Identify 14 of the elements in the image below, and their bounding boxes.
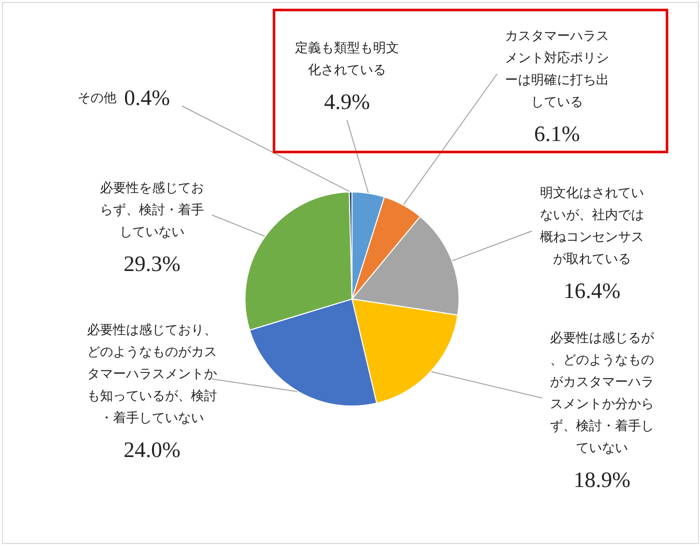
slice-label: 必要性は感じており、どのようなものがカスタマーハラスメントかも知っているが、検討・着手していない [87,323,217,426]
data-label: 0.4% [124,85,170,110]
slice-label: 定義も類型も明文化されている [295,41,399,78]
data-label: 6.1% [534,121,580,146]
slice-label: カスタマーハラスメント対応ポリシーは明確に打ち出している [505,29,609,110]
data-label: 16.4% [564,278,620,303]
data-label: 29.3% [124,251,180,276]
slice-label: 必要性を感じておらず、検討・着手していない [100,181,204,240]
data-label: 18.9% [574,467,630,492]
data-label: 4.9% [324,89,370,114]
data-label: 24.0% [124,437,180,462]
slice-label: 必要性は感じるが、どのようなものがカスタマーハラスメントか分からず、検討・着手していない [550,331,655,456]
slice-label: 明文化はされていないが、社内では概ねコンセンサスが取れている [540,186,644,267]
slice-label: その他 [78,91,116,106]
